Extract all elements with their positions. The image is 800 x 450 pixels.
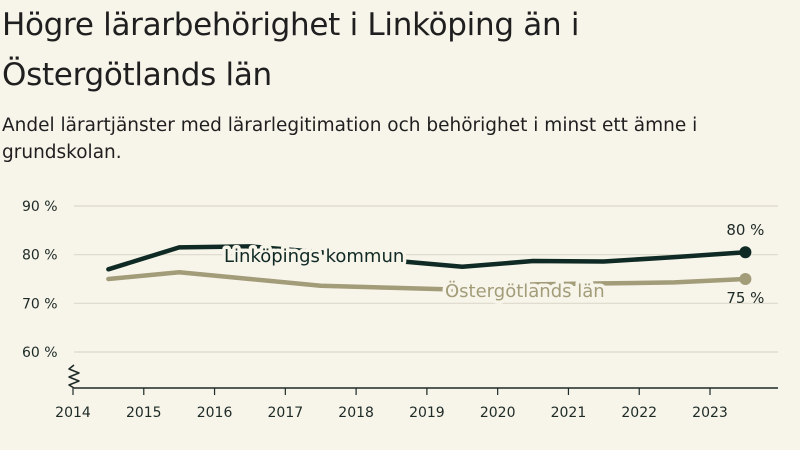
x-tick-label: 2021	[551, 405, 587, 421]
chart-subtitle: Andel lärartjänster med lärarlegitimatio…	[2, 115, 698, 163]
y-tick-label: 90 %	[22, 199, 58, 215]
page-title: Högre lärarbehörighet i Linköping än i Ö…	[2, 7, 580, 93]
end-value-label: 80 %	[726, 221, 764, 239]
series-end-point	[739, 273, 752, 285]
series-line-ostergotland	[106, 269, 748, 292]
x-tick-label: 2022	[621, 405, 657, 421]
y-tick-label: 80 %	[22, 248, 58, 264]
end-value-label: 75 %	[726, 289, 764, 307]
series-label: Linköpings kommun	[224, 246, 404, 267]
series-label-halo: Östergötlands län	[445, 280, 605, 302]
y-tick-label: 60 %	[22, 345, 58, 361]
series-label-halo: Linköpings kommun	[224, 246, 404, 267]
x-tick-label: 2017	[268, 405, 304, 421]
series-label: Östergötlands län	[445, 280, 605, 302]
x-tick-label: 2019	[409, 405, 445, 421]
series-end-point	[739, 246, 752, 259]
x-tick-label: 2023	[692, 405, 728, 421]
x-tick-label: 2015	[126, 405, 162, 421]
series-line-linkoping	[106, 244, 748, 272]
y-tick-label: 70 %	[22, 296, 58, 312]
axis-break-icon	[68, 364, 80, 389]
x-tick-label: 2018	[338, 405, 374, 421]
x-tick-label: 2020	[480, 405, 516, 421]
x-tick-label: 2016	[197, 405, 233, 421]
x-tick-label: 2014	[55, 405, 91, 421]
